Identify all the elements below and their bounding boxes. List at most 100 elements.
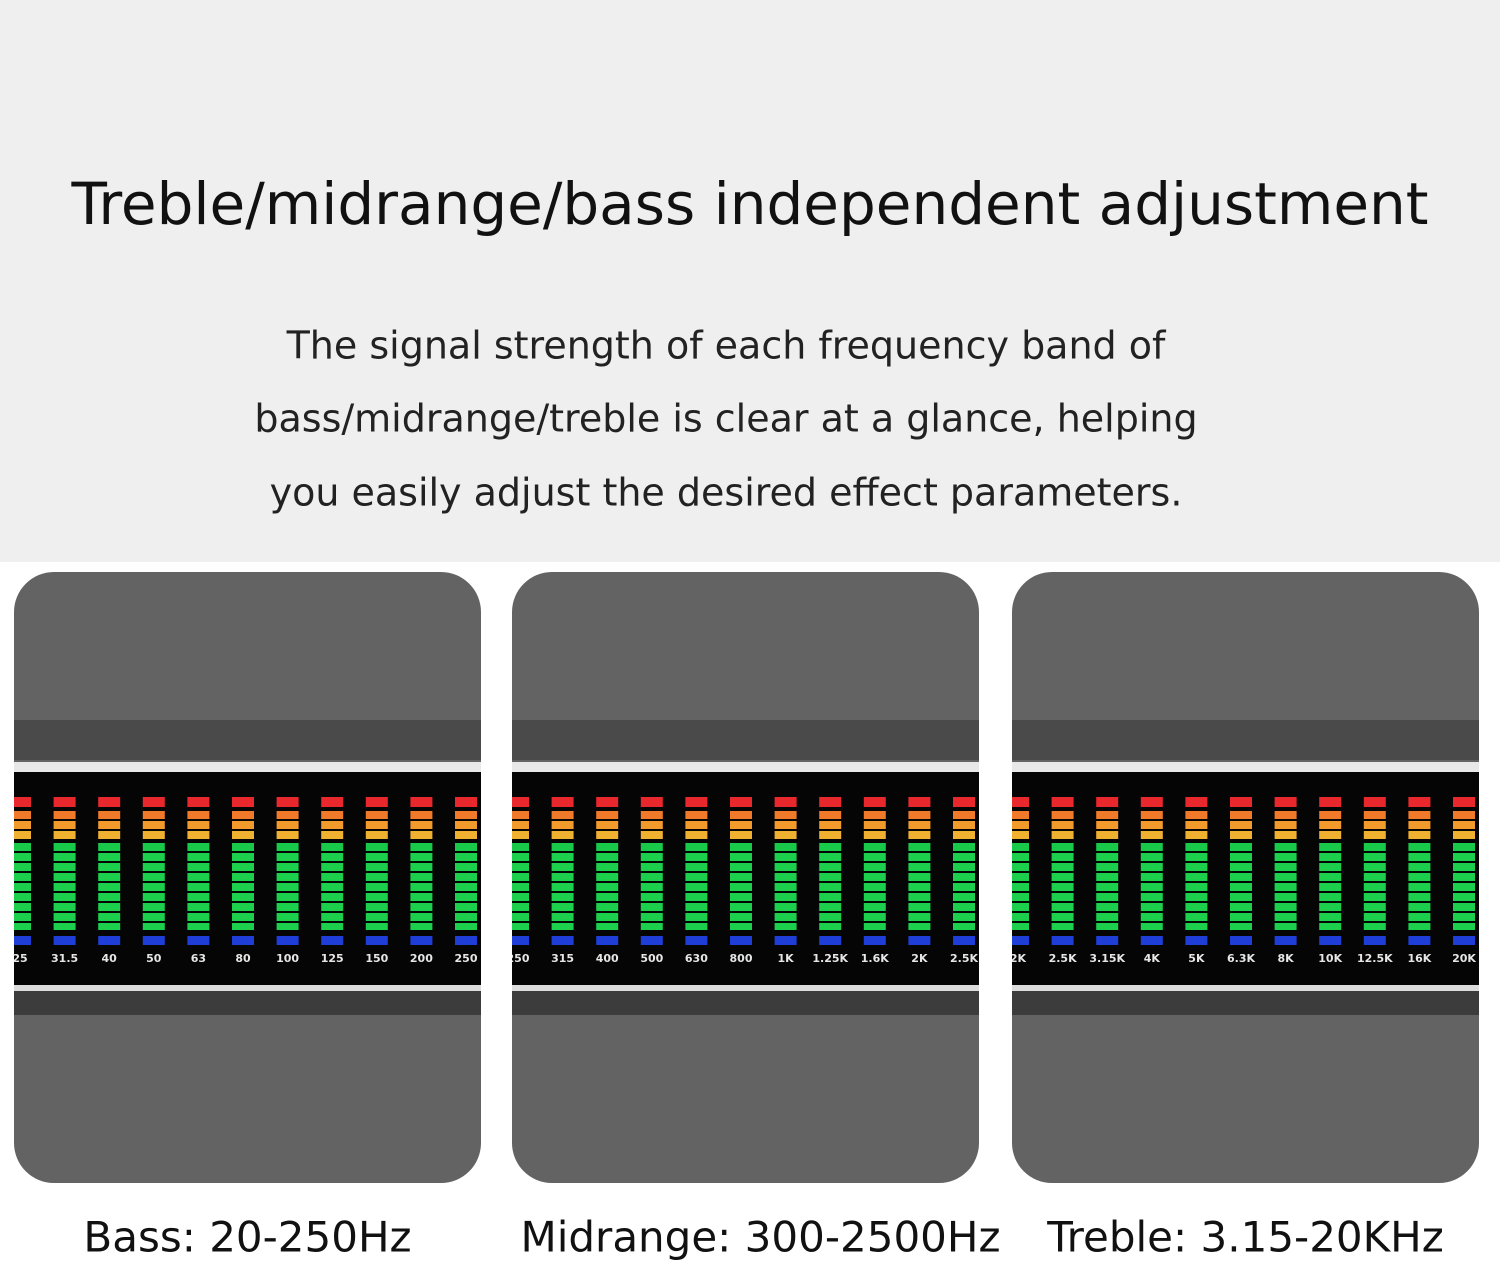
led-segment <box>1453 821 1475 829</box>
led-segment <box>1274 797 1297 807</box>
led-segment <box>953 831 975 839</box>
led-segment <box>232 831 254 839</box>
led-segment <box>730 811 752 819</box>
device-top <box>14 720 481 760</box>
led-segment <box>819 893 842 901</box>
led-segment <box>730 797 752 807</box>
led-segment <box>1230 797 1252 807</box>
led-segment <box>1230 843 1252 851</box>
led-segment <box>1051 853 1074 861</box>
led-segment <box>53 853 76 861</box>
led-segment <box>187 843 210 851</box>
led-segment <box>908 843 931 851</box>
led-segment <box>551 883 574 891</box>
led-segment <box>512 811 529 819</box>
frequency-label: 1.6K <box>861 952 889 965</box>
led-segment <box>551 811 574 819</box>
led-segment <box>1408 903 1431 911</box>
led-segment <box>1012 821 1029 829</box>
led-segment <box>685 913 708 921</box>
led-segment <box>1453 811 1475 819</box>
led-segment <box>640 883 663 891</box>
led-segment <box>1274 903 1297 911</box>
led-segment <box>276 893 299 901</box>
frequency-label: 50 <box>146 952 162 965</box>
led-segment <box>1319 883 1342 891</box>
device-edge <box>512 985 979 991</box>
led-segment <box>1051 811 1074 819</box>
led-segment <box>53 923 76 930</box>
led-segment <box>455 936 477 945</box>
device-bottom <box>512 991 979 1015</box>
led-segment <box>640 831 663 839</box>
led-segment <box>596 883 619 891</box>
led-segment <box>321 797 344 807</box>
led-segment <box>365 923 388 930</box>
led-segment <box>819 843 842 851</box>
led-segment <box>321 853 344 861</box>
led-segment <box>1274 913 1297 921</box>
device-edge <box>14 762 481 772</box>
led-segment <box>863 863 886 871</box>
led-segment <box>730 913 752 921</box>
led-segment <box>863 843 886 851</box>
led-segment <box>1363 821 1386 829</box>
led-segment <box>232 883 254 891</box>
led-segment <box>276 811 299 819</box>
led-segment <box>14 853 31 861</box>
led-segment <box>512 843 529 851</box>
led-segment <box>1051 821 1074 829</box>
led-segment <box>1051 831 1074 839</box>
led-segment <box>730 893 752 901</box>
led-segment <box>953 893 975 901</box>
led-segment <box>774 843 797 851</box>
led-segment <box>455 853 477 861</box>
led-segment <box>908 853 931 861</box>
led-segment <box>1453 797 1475 807</box>
led-segment <box>730 873 752 881</box>
led-segment <box>819 811 842 819</box>
led-segment <box>187 811 210 819</box>
led-segment <box>365 831 388 839</box>
frequency-label: 16K <box>1407 952 1431 965</box>
led-segment <box>908 936 931 945</box>
led-segment <box>365 863 388 871</box>
led-segment <box>953 843 975 851</box>
led-segment <box>455 843 477 851</box>
led-segment <box>774 913 797 921</box>
led-segment <box>1408 797 1431 807</box>
led-segment <box>1096 923 1119 930</box>
led-segment <box>730 863 752 871</box>
led-segment <box>1185 831 1208 839</box>
led-segment <box>819 923 842 930</box>
led-segment <box>1274 831 1297 839</box>
device-edge <box>512 762 979 772</box>
led-segment <box>512 863 529 871</box>
led-segment <box>908 903 931 911</box>
led-segment <box>1012 831 1029 839</box>
led-segment <box>1319 797 1342 807</box>
led-segment <box>1012 923 1029 930</box>
led-segment <box>1230 893 1252 901</box>
led-segment <box>596 811 619 819</box>
device-edge <box>1012 985 1479 991</box>
led-segment <box>774 811 797 819</box>
led-segment <box>908 811 931 819</box>
led-segment <box>596 843 619 851</box>
led-segment <box>1096 853 1119 861</box>
led-segment <box>1185 863 1208 871</box>
led-segment <box>730 831 752 839</box>
led-segment <box>685 831 708 839</box>
led-segment <box>1096 821 1119 829</box>
led-segment <box>142 853 165 861</box>
led-segment <box>908 873 931 881</box>
led-segment <box>1140 853 1163 861</box>
led-segment <box>1185 893 1208 901</box>
led-segment <box>730 821 752 829</box>
led-segment <box>1408 913 1431 921</box>
led-segment <box>640 923 663 930</box>
led-segment <box>551 853 574 861</box>
device-edge <box>14 985 481 991</box>
